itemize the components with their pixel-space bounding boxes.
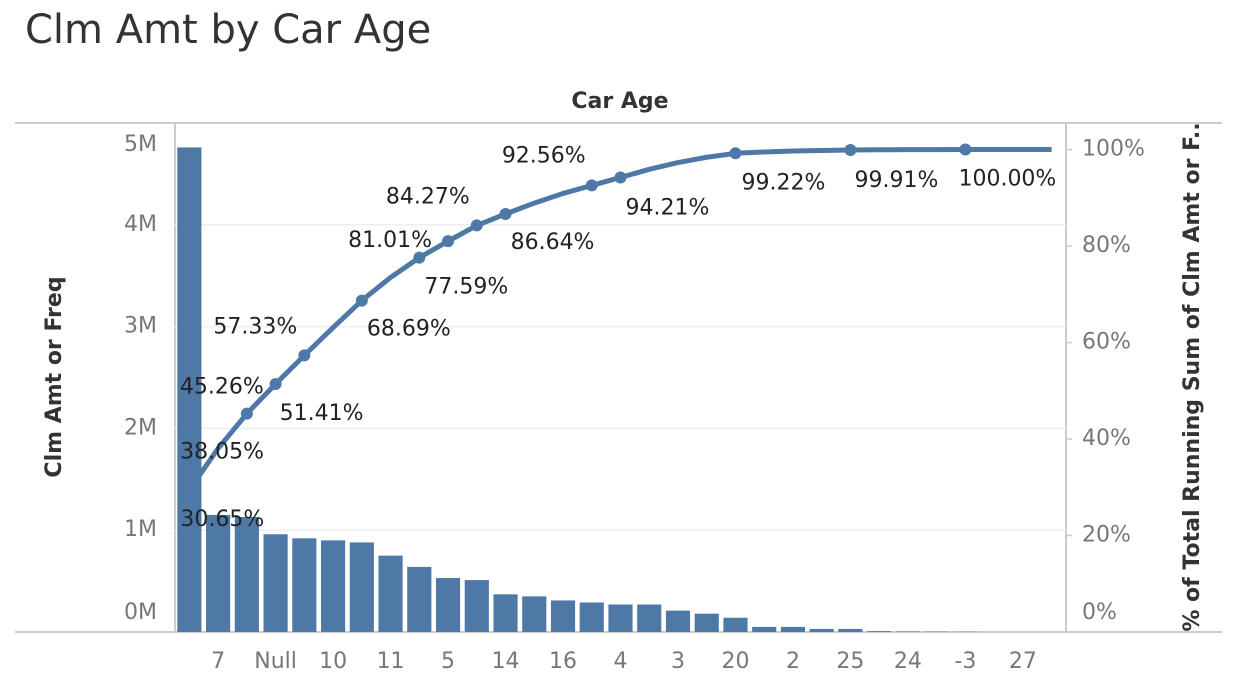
y2-axis-title: % of Total Running Sum of Clm Amt or F.. [1180, 122, 1205, 631]
x-tick-label: 20 [721, 649, 749, 674]
data-label: 100.00% [958, 167, 1056, 192]
line-point [959, 143, 972, 156]
bar [522, 596, 547, 632]
bar [378, 555, 403, 632]
line-point [729, 147, 742, 160]
bar [234, 516, 259, 632]
data-label: 86.64% [511, 230, 595, 255]
x-tick-label: 16 [549, 649, 577, 674]
y2-tick-label: 80% [1082, 233, 1131, 258]
x-tick-label: 24 [894, 649, 922, 674]
y-axis-title: Clm Amt or Freq [42, 276, 67, 477]
bar [694, 613, 719, 632]
y2-tick-label: 100% [1082, 137, 1145, 162]
x-tick-label: -3 [954, 649, 976, 674]
line-point [844, 143, 857, 156]
data-label: 99.22% [742, 170, 826, 195]
data-label: 57.33% [213, 314, 297, 339]
x-tick-label: 10 [319, 649, 347, 674]
line-point [269, 377, 282, 390]
bar [838, 628, 863, 632]
bar [637, 604, 662, 632]
bar [723, 617, 748, 632]
y-tick-label: 3M [124, 314, 157, 339]
chart-title: Clm Amt by Car Age [25, 7, 431, 53]
x-tick-label: 5 [441, 649, 455, 674]
y-tick-label: 1M [124, 517, 157, 542]
line-point [355, 294, 368, 307]
bar [435, 578, 461, 632]
x-tick-label: 2 [786, 649, 800, 674]
bar [493, 594, 518, 632]
bar [579, 602, 604, 632]
x-tick-label: 25 [836, 649, 864, 674]
bar [895, 631, 920, 632]
line-point [470, 219, 483, 232]
data-label: 99.91% [854, 168, 938, 193]
y2-tick-label: 40% [1082, 426, 1131, 451]
line-point [413, 251, 426, 264]
bar [206, 514, 231, 632]
data-label: 94.21% [626, 195, 710, 220]
bar [407, 566, 432, 632]
bar [809, 628, 834, 632]
data-label: 84.27% [386, 184, 470, 209]
y2-tick-label: 0% [1082, 600, 1117, 625]
line-point [499, 207, 512, 220]
data-label: 51.41% [280, 401, 364, 426]
y-tick-label: 0M [124, 600, 157, 625]
data-label: 81.01% [348, 228, 432, 253]
x-tick-label: 3 [671, 649, 685, 674]
bar [867, 631, 892, 632]
y2-tick-label: 20% [1082, 523, 1131, 548]
data-label: 77.59% [424, 275, 508, 300]
x-tick-label: 14 [492, 649, 520, 674]
x-tick-label: 7 [211, 649, 225, 674]
line-point [614, 171, 627, 184]
bar [464, 580, 489, 632]
line-point [585, 179, 598, 192]
data-label: 92.56% [502, 143, 586, 168]
bar [292, 538, 317, 632]
line-point [298, 349, 311, 362]
data-label: 68.69% [367, 317, 451, 342]
bar [349, 542, 374, 632]
x-tick-label: 4 [614, 649, 628, 674]
line-point [442, 235, 455, 248]
data-label: 30.65% [180, 507, 264, 532]
data-label: 45.26% [180, 375, 264, 400]
bar [665, 610, 691, 632]
y-tick-label: 2M [124, 415, 157, 440]
data-label: 38.05% [180, 439, 264, 464]
y-tick-label: 4M [124, 212, 157, 237]
y-tick-label: 5M [124, 132, 157, 157]
bar [752, 626, 777, 632]
bar [321, 540, 346, 632]
bar [550, 600, 576, 632]
bar [263, 534, 288, 632]
bar [608, 604, 633, 632]
cumulative-line [191, 147, 1052, 486]
x-tick-label: Null [254, 649, 297, 674]
y2-tick-label: 60% [1082, 330, 1131, 355]
x-tick-label: 27 [1009, 649, 1037, 674]
bar [177, 147, 202, 632]
bar [780, 626, 806, 632]
line-point [240, 407, 253, 420]
x-axis-title: Car Age [571, 89, 668, 114]
x-tick-label: 11 [377, 649, 405, 674]
